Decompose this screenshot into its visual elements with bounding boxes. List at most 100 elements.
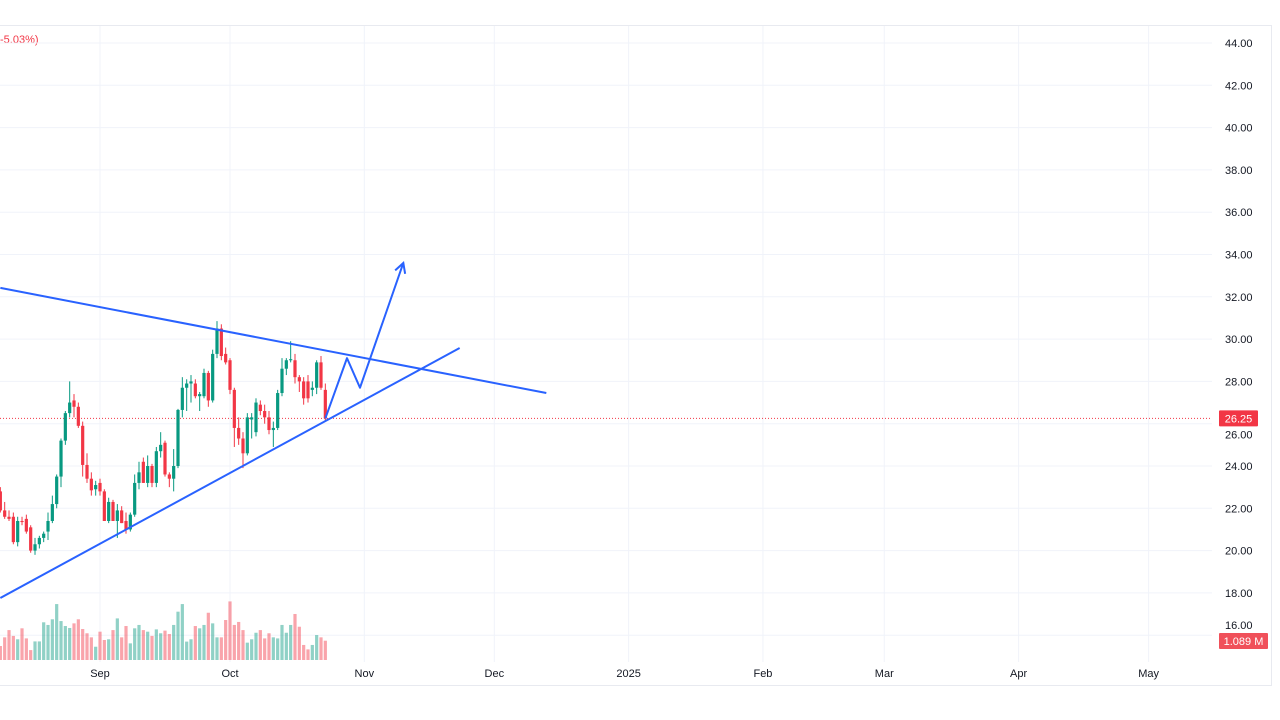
last-volume-badge: [1219, 633, 1268, 649]
y-tick-label: 20.00: [1225, 546, 1253, 558]
volume-bar: [150, 635, 154, 660]
volume-bar: [159, 633, 163, 660]
candle-body: [0, 491, 2, 511]
candle-body: [115, 510, 119, 521]
volume-bar: [11, 635, 15, 660]
volume-bar: [310, 644, 314, 660]
volume-bar: [124, 626, 128, 660]
x-tick-label: May: [1138, 668, 1159, 680]
volume-bar: [228, 601, 232, 660]
volume-bar: [141, 630, 145, 660]
candle-body: [323, 389, 327, 419]
volume-bar: [215, 637, 219, 660]
candle-body: [241, 438, 245, 454]
candle-body: [271, 427, 275, 431]
volume-bar: [46, 624, 50, 660]
candle-body: [11, 516, 15, 543]
candle-body: [211, 353, 215, 401]
volume-bar: [202, 624, 206, 660]
candle-body: [310, 387, 314, 390]
candle-body: [306, 381, 310, 399]
y-tick-label: 38.00: [1225, 165, 1253, 177]
x-tick-label: Apr: [1010, 668, 1027, 680]
volume-bar: [323, 640, 327, 660]
volume-bar: [254, 632, 258, 660]
candle-body: [94, 485, 98, 490]
candle-body: [102, 491, 106, 521]
volume-bar: [3, 637, 7, 660]
y-tick-label: 26.00: [1225, 429, 1253, 441]
candle-body: [254, 402, 258, 433]
candle-body: [37, 537, 41, 545]
candle-body: [267, 417, 271, 431]
y-tick-label: 32.00: [1225, 292, 1253, 304]
volume-bar: [219, 637, 223, 660]
volume-bar: [306, 649, 310, 660]
candle-body: [29, 527, 33, 551]
volume-bar: [33, 641, 37, 660]
volume-bar: [0, 646, 2, 660]
volume-bar: [271, 637, 275, 660]
candle-body: [120, 510, 124, 524]
volume-bar: [72, 623, 76, 660]
y-tick-label: 24.00: [1225, 461, 1253, 473]
x-tick-label: 2025: [616, 668, 640, 680]
y-tick-label: 42.00: [1225, 80, 1253, 92]
candle-body: [33, 544, 37, 551]
volume-bar: [128, 643, 132, 660]
candle-body: [111, 501, 115, 521]
volume-bar: [89, 637, 93, 660]
candle-body: [55, 476, 59, 505]
volume-bar: [263, 638, 267, 660]
candle-body: [42, 533, 46, 538]
volume-bar: [180, 604, 184, 660]
volume-bar: [276, 638, 280, 660]
candle-body: [63, 413, 67, 441]
y-tick-label: 28.00: [1225, 376, 1253, 388]
candle-body: [293, 360, 297, 378]
volume-bar: [146, 631, 150, 660]
candle-body: [237, 427, 241, 439]
x-tick-label: Mar: [875, 668, 894, 680]
volume-bar: [176, 611, 180, 660]
x-tick-label: Sep: [90, 668, 110, 680]
candle-body: [215, 328, 219, 354]
volume-bar: [98, 631, 102, 660]
volume-bar: [68, 627, 72, 660]
volume-bar: [237, 621, 241, 660]
candle-body: [98, 482, 102, 492]
volume-bar: [211, 623, 215, 660]
volume-bar: [198, 628, 202, 660]
candle-body: [276, 393, 280, 428]
volume-bar: [76, 619, 80, 660]
candle-body: [176, 409, 180, 466]
volume-bar: [193, 626, 197, 660]
candle-body: [193, 383, 197, 397]
last-volume-label: 1.089 M: [1224, 636, 1264, 648]
chart-frame: [0, 25, 1272, 686]
y-tick-label: 16.00: [1225, 620, 1253, 632]
last-price-label: 26.25: [1225, 413, 1253, 425]
candle-body: [172, 466, 176, 479]
support-line: [0, 347, 461, 599]
candle-body: [167, 474, 171, 479]
candle-body: [107, 501, 111, 521]
volume-bar: [7, 630, 11, 660]
volume-bar: [172, 624, 176, 660]
arrow-head-icon: [394, 260, 407, 274]
candle-body: [146, 466, 150, 483]
volume-bar: [245, 642, 249, 660]
x-tick-label: Feb: [753, 668, 772, 680]
candle-body: [219, 328, 223, 357]
x-tick-label: Oct: [221, 668, 238, 680]
candle-body: [189, 381, 193, 384]
candle-body: [72, 400, 76, 407]
candle-body: [250, 417, 254, 420]
candle-body: [46, 520, 50, 532]
candle-body: [185, 383, 189, 388]
candle-body: [16, 520, 20, 543]
volume-bar: [111, 630, 115, 660]
candle-body: [150, 466, 154, 483]
volume-bar: [297, 626, 301, 660]
